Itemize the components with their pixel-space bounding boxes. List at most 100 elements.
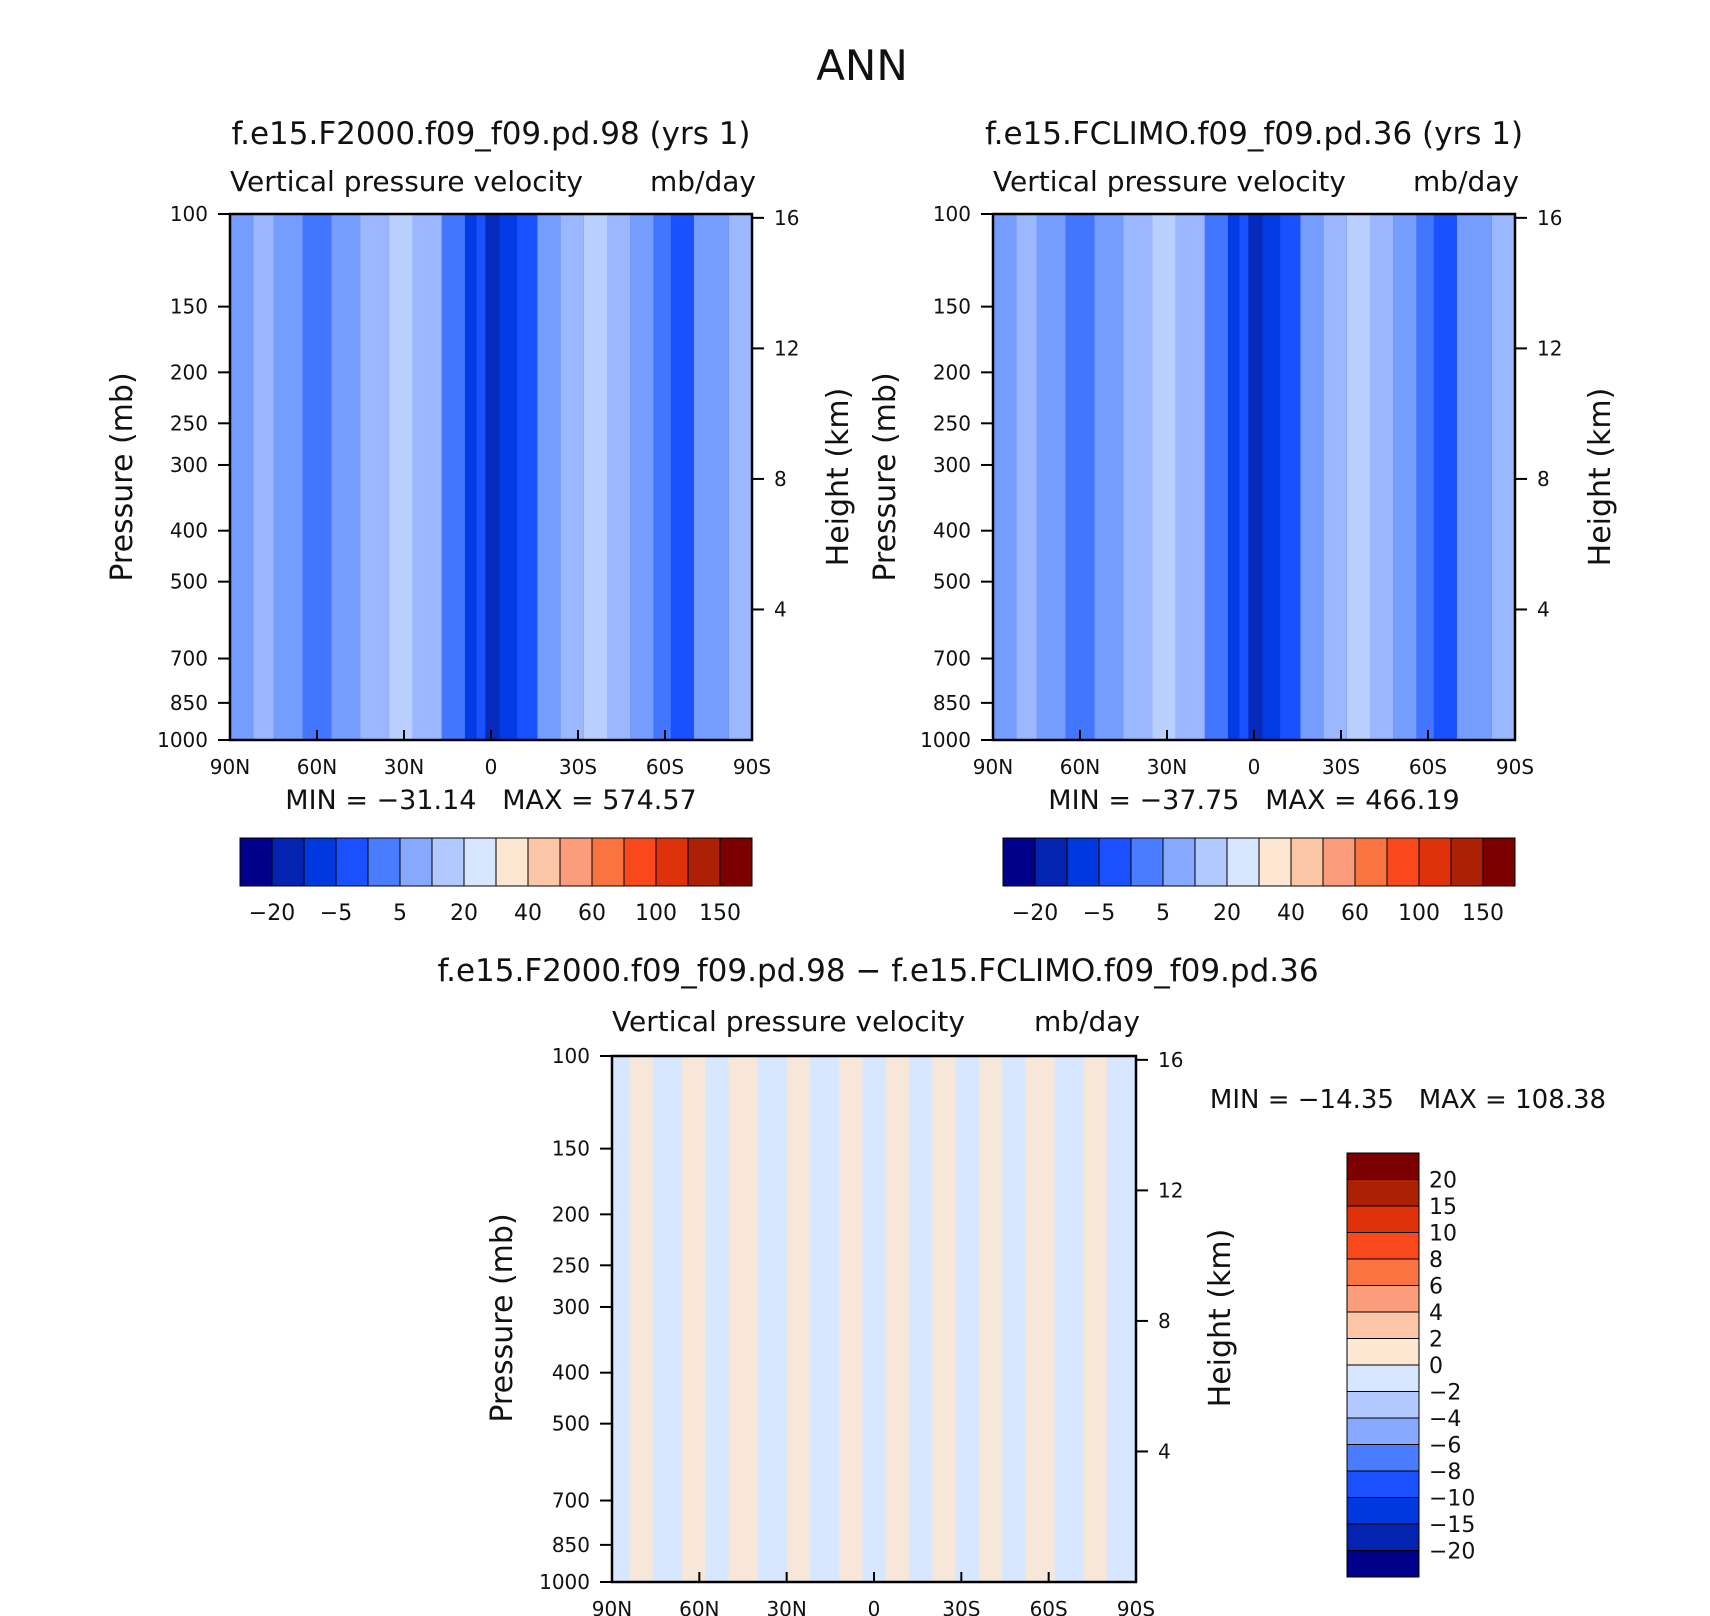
contour-band: [302, 214, 332, 740]
panel-2-title: f.e15.FCLIMO.f09_f09.pd.36 (yrs 1): [985, 116, 1523, 152]
y-tick-label: 1000: [539, 1570, 590, 1594]
colorbar-swatch: [1346, 1550, 1420, 1578]
panel-3-variable-label: Vertical pressure velocity: [612, 1005, 965, 1038]
colorbar-swatch: [335, 837, 369, 887]
colorbar-label: 20: [450, 901, 478, 926]
colorbar-label: 20: [1213, 901, 1241, 926]
panel-3-y-axis-label: Pressure (mb): [485, 1213, 520, 1422]
colorbar-label: 100: [635, 901, 677, 926]
contour-band: [560, 214, 584, 740]
x-tick-label: 90N: [210, 755, 250, 779]
colorbar-swatch: [1346, 1364, 1420, 1392]
y2-tick-label: 8: [1158, 1309, 1171, 1333]
x-tick-label: 90N: [592, 1597, 632, 1616]
y2-tick-label: 12: [1158, 1178, 1183, 1202]
contour-band: [652, 1056, 682, 1582]
y-tick-label: 300: [170, 453, 208, 477]
panel-2-axes: 90N 60N 30N 0 30S 60S 90S 100 150 200 250 300 400 500…: [920, 202, 1562, 779]
x-tick-label: 30N: [384, 755, 424, 779]
colorbar-label: −6: [1429, 1434, 1461, 1459]
y2-tick-label: 16: [774, 206, 799, 230]
contour-band: [412, 214, 442, 740]
colorbar-swatch: [1322, 837, 1356, 887]
y-tick-label: 400: [170, 519, 208, 543]
panel-1-axes: 90N 60N 30N 0 30S 60S 90S 100 150 200 250 300 400 500…: [157, 202, 799, 779]
contour-band: [757, 1056, 787, 1582]
colorbar-label: 5: [1156, 901, 1170, 926]
panel-2-colorbar: −20 −5 5 20 40 60 100 150: [1002, 837, 1516, 926]
contour-band: [230, 214, 254, 740]
panel-1-colorbar: −20 −5 5 20 40 60 100 150: [239, 837, 753, 926]
panel-2-y2-axis-label: Height (km): [1583, 388, 1618, 567]
panel-2-stats: MIN = −37.75 MAX = 466.19: [1048, 785, 1459, 816]
panel-1-variable-label: Vertical pressure velocity: [230, 165, 583, 198]
contour-band: [499, 214, 518, 740]
contour-band: [1323, 214, 1347, 740]
y2-tick-label: 8: [1537, 467, 1550, 491]
colorbar-label: 40: [514, 901, 542, 926]
contour-band: [1416, 214, 1434, 740]
colorbar-label: 150: [1462, 901, 1504, 926]
colorbar-swatch: [1346, 1179, 1420, 1207]
contour-band: [389, 214, 413, 740]
colorbar-label: 15: [1429, 1195, 1457, 1220]
contour-band: [955, 1056, 979, 1582]
colorbar-swatch: [1066, 837, 1100, 887]
x-tick-label: 90N: [973, 755, 1013, 779]
colorbar-swatch: [1482, 837, 1516, 887]
contour-band: [1016, 214, 1037, 740]
colorbar-swatch: [1346, 1311, 1420, 1339]
contour-band: [978, 1056, 1003, 1582]
x-tick-label: 60N: [679, 1597, 719, 1616]
contour-band: [728, 1056, 758, 1582]
contour-band: [537, 214, 561, 740]
contour-band: [1433, 214, 1457, 740]
contour-band: [1227, 214, 1240, 740]
colorbar-swatch: [687, 837, 721, 887]
colorbar-swatch: [1130, 837, 1164, 887]
colorbar-swatch: [1346, 1258, 1420, 1286]
colorbar-label: −2: [1429, 1381, 1461, 1406]
colorbar-swatch: [1346, 1152, 1420, 1180]
y-tick-label: 850: [552, 1533, 590, 1557]
contour-band: [1025, 1056, 1055, 1582]
contour-band: [1239, 214, 1249, 740]
colorbar-swatch: [367, 837, 401, 887]
colorbar-label: 60: [1341, 901, 1369, 926]
colorbar-label: 40: [1277, 901, 1305, 926]
y-tick-label: 100: [552, 1044, 590, 1068]
colorbar-swatch: [1346, 1391, 1420, 1419]
colorbar-swatch: [1290, 837, 1324, 887]
y2-tick-label: 4: [1158, 1439, 1171, 1463]
x-tick-label: 60S: [1409, 755, 1447, 779]
y-tick-label: 300: [552, 1295, 590, 1319]
y-tick-label: 850: [170, 691, 208, 715]
x-tick-label: 30S: [559, 755, 597, 779]
y2-tick-label: 12: [1537, 336, 1562, 360]
colorbar-label: 10: [1429, 1222, 1457, 1247]
colorbar-swatch: [303, 837, 337, 887]
colorbar-swatch: [527, 837, 561, 887]
x-tick-label: 30S: [942, 1597, 980, 1616]
colorbar-label: 100: [1398, 901, 1440, 926]
colorbar-swatch: [655, 837, 689, 887]
colorbar-label: −5: [320, 901, 352, 926]
y2-tick-label: 12: [774, 336, 799, 360]
panel-2-contour-field: [993, 214, 1515, 740]
panel-2: f.e15.FCLIMO.f09_f09.pd.36 (yrs 1) Verti…: [868, 116, 1618, 926]
contour-band: [993, 214, 1017, 740]
contour-band: [629, 1056, 653, 1582]
x-tick-label: 0: [485, 755, 498, 779]
y2-tick-label: 16: [1158, 1048, 1183, 1072]
contour-band: [694, 214, 729, 740]
y-tick-label: 300: [933, 453, 971, 477]
contour-band: [1346, 214, 1370, 740]
contour-band: [932, 1056, 956, 1582]
colorbar-swatch: [1450, 837, 1484, 887]
panel-2-y-axis-label: Pressure (mb): [868, 372, 903, 581]
colorbar-swatch: [1226, 837, 1260, 887]
y2-tick-label: 4: [1537, 597, 1550, 621]
y-tick-label: 700: [552, 1489, 590, 1513]
colorbar-swatch: [1346, 1523, 1420, 1551]
colorbar-label: 20: [1429, 1169, 1457, 1194]
